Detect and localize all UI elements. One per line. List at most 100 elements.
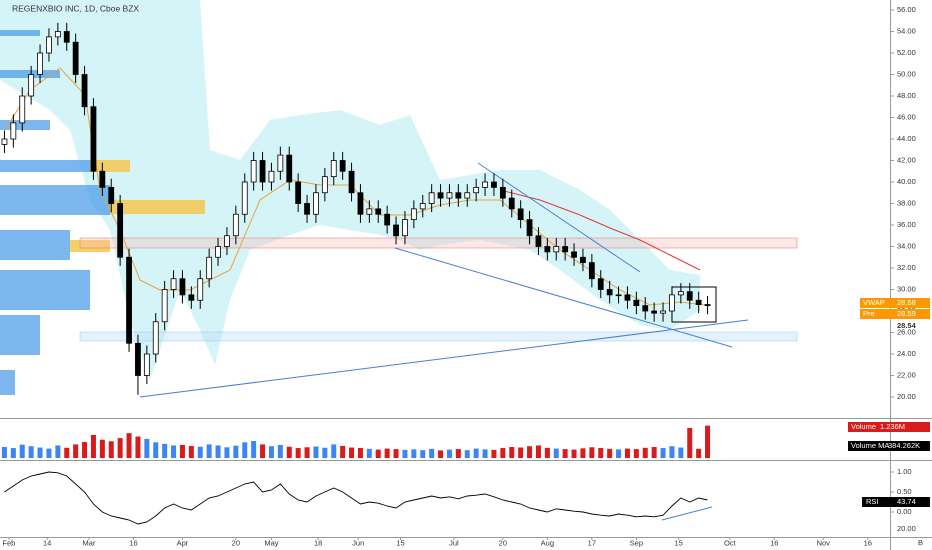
candle-body — [695, 299, 702, 305]
volume-bar — [206, 444, 212, 458]
x-tick-label: 16 — [864, 538, 872, 547]
volume-bar — [544, 447, 550, 458]
candle-body — [571, 251, 577, 258]
volume-bar — [126, 433, 132, 458]
price-label-value: 28.68 — [897, 298, 916, 307]
candle-body — [580, 256, 586, 264]
volume-bar — [562, 449, 568, 458]
volume-bar — [349, 447, 355, 458]
candle-body — [660, 310, 666, 314]
candle-body — [624, 294, 631, 301]
volume-bar — [322, 447, 328, 458]
candle-body — [179, 278, 186, 296]
profile-bar — [0, 70, 60, 78]
x-tick-label: 15 — [674, 538, 682, 547]
volume-bar — [624, 448, 630, 458]
candle-body — [615, 294, 622, 297]
candle-body — [286, 154, 293, 183]
candle-body — [597, 278, 604, 290]
candle-body — [90, 106, 97, 172]
candle-body — [19, 95, 26, 124]
candle-body — [455, 192, 462, 199]
candle-body — [375, 208, 382, 215]
y-tick-label: 30.00 — [897, 284, 916, 293]
candle-body — [482, 181, 488, 188]
volume-bar — [411, 449, 417, 458]
last-price: 28.54 — [897, 321, 917, 330]
volume-ma-value: 384.262K — [888, 441, 920, 450]
x-tick-label: May — [264, 538, 278, 547]
volume-bar — [153, 442, 159, 458]
x-tick-label: 14 — [43, 538, 51, 547]
candle-body — [544, 246, 551, 253]
volume-bar — [402, 449, 408, 458]
volume-bar — [669, 446, 675, 458]
volume-bar — [117, 438, 123, 458]
volume-bar — [277, 444, 283, 458]
candle-body — [277, 154, 284, 172]
volume-bar — [144, 438, 150, 458]
y-tick-label: 44.00 — [897, 134, 916, 143]
volume-bar — [37, 447, 43, 458]
candle-body — [108, 186, 115, 204]
volume-bar — [331, 444, 337, 458]
candle-body — [143, 353, 150, 376]
candle-body — [642, 305, 649, 312]
candle-body — [206, 256, 213, 280]
volume-bar — [607, 448, 613, 458]
candle-body — [250, 160, 257, 183]
volume-bar — [509, 447, 515, 458]
volume-bar — [188, 445, 194, 458]
profile-bar — [0, 185, 110, 215]
candle-body — [677, 291, 684, 296]
y-tick-label: 40.00 — [897, 177, 916, 186]
candle-body — [54, 31, 61, 38]
price-label-value: 28.59 — [897, 309, 916, 318]
candle-body — [553, 246, 560, 253]
volume-bar — [518, 447, 524, 458]
candle-body — [633, 299, 640, 307]
volume-last: 1.236M — [880, 422, 905, 431]
profile-bar — [0, 370, 15, 395]
candle-body — [446, 192, 453, 199]
volume-bar — [1, 447, 7, 458]
volume-bar — [687, 427, 693, 458]
candle-body — [562, 246, 569, 253]
rsi-extra-label: 20.00 — [897, 524, 916, 533]
candle-body — [508, 197, 515, 210]
volume-bar — [82, 442, 88, 458]
volume-bar — [420, 450, 426, 458]
candle-body — [651, 310, 658, 314]
volume-bar — [446, 449, 452, 458]
candle-body — [686, 291, 693, 301]
volume-bar — [313, 446, 319, 458]
ma-fast — [4, 67, 706, 306]
candle-body — [339, 160, 346, 172]
candle-body — [28, 74, 35, 97]
candle-body — [215, 246, 221, 258]
y-tick-label: 34.00 — [897, 241, 916, 250]
candle-body — [1, 138, 8, 145]
candle-body — [37, 52, 43, 75]
candle-body — [410, 208, 417, 221]
profile-bar — [110, 200, 205, 214]
candle-body — [330, 160, 337, 178]
volume-bar — [535, 445, 541, 458]
volume-bar — [491, 449, 497, 458]
volume-bar — [19, 444, 25, 458]
volume-bar — [429, 448, 435, 458]
trendline — [394, 247, 733, 348]
volume-ma-box — [848, 441, 930, 451]
volume-bar — [651, 447, 657, 458]
profile-bar — [0, 270, 90, 310]
support-zone — [79, 331, 798, 342]
rsi-tick-label: 0.00 — [897, 507, 912, 516]
corner-button[interactable]: B — [918, 538, 923, 547]
trendline — [477, 162, 641, 273]
volume-bar — [580, 448, 586, 458]
volume-bar — [500, 448, 506, 458]
candle-body — [224, 235, 230, 247]
x-tick-label: Jul — [449, 538, 459, 547]
volume-bar — [55, 445, 61, 458]
